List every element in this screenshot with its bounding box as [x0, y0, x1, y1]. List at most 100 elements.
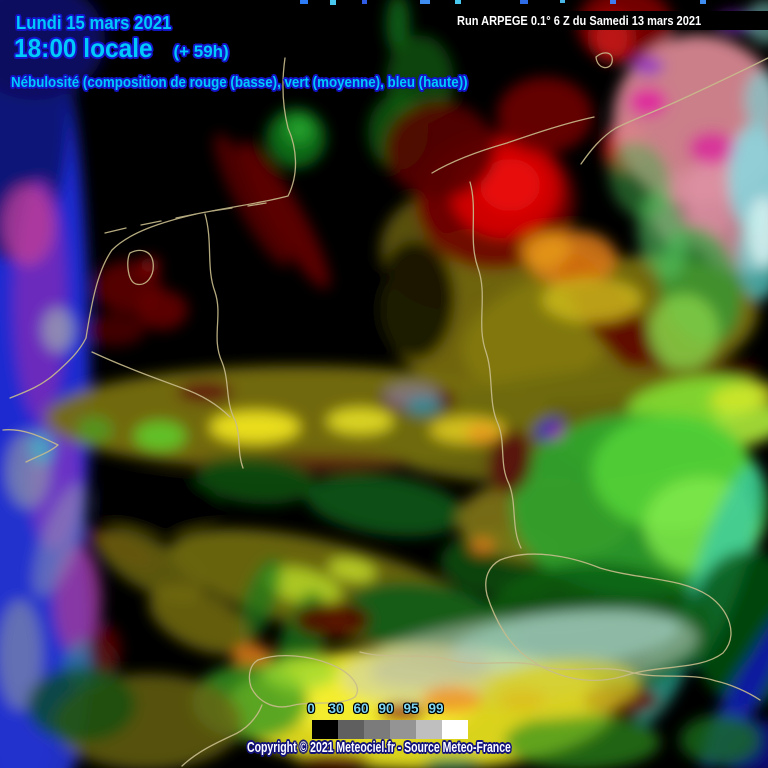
- cloud-blob: [733, 606, 768, 710]
- border-path: [469, 181, 522, 549]
- forecast-date: Lundi 15 mars 2021: [16, 13, 183, 34]
- border-path: [2, 337, 87, 463]
- cloud-blob: [487, 429, 533, 495]
- forecast-time-row: 18:00 locale (+ 59h): [14, 33, 229, 64]
- cloud-blob: [327, 408, 393, 434]
- border-path: [580, 57, 768, 165]
- cloud-blob: [96, 528, 204, 602]
- legend-color-cell: [390, 720, 416, 739]
- legend-value-label: 30: [328, 701, 344, 716]
- cloud-blob: [480, 159, 540, 211]
- cloud-blob: [42, 308, 74, 352]
- cloud-blob: [85, 314, 145, 346]
- cloud-blob: [0, 600, 42, 710]
- cloud-blob: [422, 686, 482, 714]
- edge-speck: [330, 0, 336, 5]
- cloud-blob: [378, 704, 426, 722]
- forecast-time: 18:00 locale: [14, 33, 153, 63]
- cloud-blob: [210, 411, 300, 443]
- legend-value-label: 90: [378, 701, 394, 716]
- cloud-blob: [305, 473, 465, 537]
- cloud-blob: [2, 185, 54, 265]
- legend-color-cell: [312, 720, 338, 739]
- edge-speck: [300, 0, 308, 4]
- cloud-blob: [375, 240, 455, 360]
- cloud-blob: [262, 654, 338, 690]
- map-subtitle: Nébulosité (composition de rouge (basse)…: [11, 75, 507, 91]
- cloud-blob: [89, 624, 121, 676]
- cloud-blob: [497, 77, 593, 153]
- run-info-banner: Run ARPEGE 0.1° 6 Z du Samedi 13 mars 20…: [450, 11, 768, 30]
- cloud-blob: [0, 0, 105, 100]
- copyright-text: Copyright © 2021 Meteociel.fr - Source M…: [247, 739, 624, 756]
- map-subtitle-text: Nébulosité (composition de rouge (basse)…: [11, 75, 468, 91]
- cloud-blob: [628, 87, 668, 117]
- legend-color-cell: [442, 720, 468, 739]
- border-path: [85, 57, 297, 339]
- border-path: [431, 116, 595, 174]
- border-path: [104, 202, 267, 234]
- cloud-blob: [450, 608, 680, 672]
- edge-speck: [700, 0, 706, 4]
- legend-color-cell: [338, 720, 364, 739]
- cloud-blob: [370, 647, 490, 689]
- cloud-blob: [195, 455, 315, 505]
- cloud-blob: [744, 70, 768, 130]
- border-path: [359, 651, 761, 701]
- cloud-blob: [177, 381, 233, 403]
- legend-color-cell: [416, 720, 442, 739]
- edge-speck: [560, 0, 565, 3]
- edge-speck: [362, 0, 367, 4]
- border-path: [91, 351, 231, 418]
- legend-value-label: 0: [307, 701, 315, 716]
- border-path: [127, 249, 154, 286]
- cloud-blob: [262, 566, 342, 606]
- cloud-blob: [134, 421, 186, 451]
- cloud-blob: [328, 558, 376, 582]
- cloud-blob: [240, 140, 330, 290]
- cloud-blob: [466, 424, 498, 442]
- cloud-blob: [148, 585, 252, 655]
- run-info-text: Run ARPEGE 0.1° 6 Z du Samedi 13 mars 20…: [457, 13, 702, 28]
- cloud-blob: [100, 477, 220, 533]
- cloud-blob: [632, 57, 664, 75]
- cloud-blob: [54, 545, 102, 655]
- legend-value-label: 95: [403, 701, 419, 716]
- border-path: [595, 52, 613, 69]
- legend-color-cell: [364, 720, 390, 739]
- edge-speck: [455, 0, 461, 4]
- cloud-blob: [406, 397, 442, 415]
- cloud-blob: [649, 294, 719, 370]
- legend-value-label: 60: [353, 701, 369, 716]
- cloud-blob: [385, 102, 495, 198]
- cloud-blob: [30, 432, 54, 464]
- border-path: [485, 553, 732, 681]
- cloud-blob: [688, 131, 736, 165]
- cloud-blob: [710, 383, 768, 413]
- forecast-hour-offset: (+ 59h): [173, 42, 229, 61]
- cloud-blob: [480, 659, 640, 721]
- edge-speck: [610, 0, 616, 4]
- cloud-blob: [140, 257, 160, 273]
- cloud-blob: [136, 290, 188, 330]
- cloud-blob: [470, 538, 494, 554]
- forecast-date-text: Lundi 15 mars 2021: [16, 13, 172, 33]
- cloud-blob: [680, 715, 760, 765]
- cloud-blob: [608, 141, 672, 219]
- cloud-blob: [520, 232, 570, 268]
- cloud-blob: [547, 426, 565, 440]
- legend-value-label: 99: [428, 701, 444, 716]
- cloud-blob: [424, 757, 480, 768]
- border-path: [204, 213, 244, 469]
- cloud-blob: [27, 667, 137, 743]
- top-edge-specks: [300, 0, 706, 5]
- cloud-blob: [33, 483, 87, 597]
- copyright-inner: Copyright © 2021 Meteociel.fr - Source M…: [247, 739, 511, 756]
- cloud-blob: [232, 644, 272, 668]
- cloud-blob: [77, 416, 113, 444]
- cloud-blob: [294, 753, 370, 768]
- cloud-blob: [542, 278, 642, 322]
- edge-speck: [420, 0, 430, 4]
- cloud-blob: [238, 557, 282, 643]
- cloud-blob: [747, 197, 768, 267]
